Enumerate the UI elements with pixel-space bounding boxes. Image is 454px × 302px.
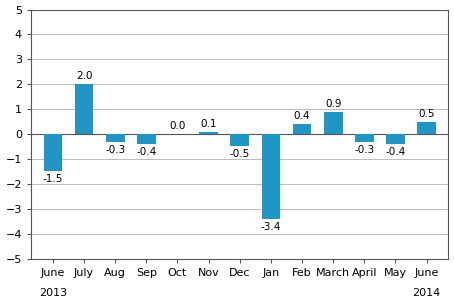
Text: -3.4: -3.4 — [261, 222, 281, 232]
Bar — [324, 112, 343, 134]
Text: 2013: 2013 — [39, 288, 67, 298]
Text: 2.0: 2.0 — [76, 71, 92, 81]
Bar — [386, 134, 405, 144]
Text: -0.4: -0.4 — [385, 147, 405, 157]
Bar — [355, 134, 374, 142]
Bar — [75, 84, 94, 134]
Text: -0.5: -0.5 — [230, 149, 250, 159]
Bar — [44, 134, 62, 172]
Bar — [293, 124, 311, 134]
Text: 0.0: 0.0 — [169, 121, 186, 131]
Bar — [199, 132, 218, 134]
Bar — [231, 134, 249, 146]
Text: 0.9: 0.9 — [325, 99, 341, 109]
Bar — [137, 134, 156, 144]
Text: 0.5: 0.5 — [419, 109, 435, 119]
Text: -1.5: -1.5 — [43, 174, 63, 185]
Text: -0.4: -0.4 — [136, 147, 157, 157]
Bar — [417, 122, 436, 134]
Text: -0.3: -0.3 — [105, 144, 125, 155]
Bar — [262, 134, 280, 219]
Text: 0.4: 0.4 — [294, 111, 310, 121]
Text: 2014: 2014 — [413, 288, 441, 298]
Bar — [106, 134, 124, 142]
Text: -0.3: -0.3 — [354, 144, 375, 155]
Text: 0.1: 0.1 — [200, 119, 217, 129]
